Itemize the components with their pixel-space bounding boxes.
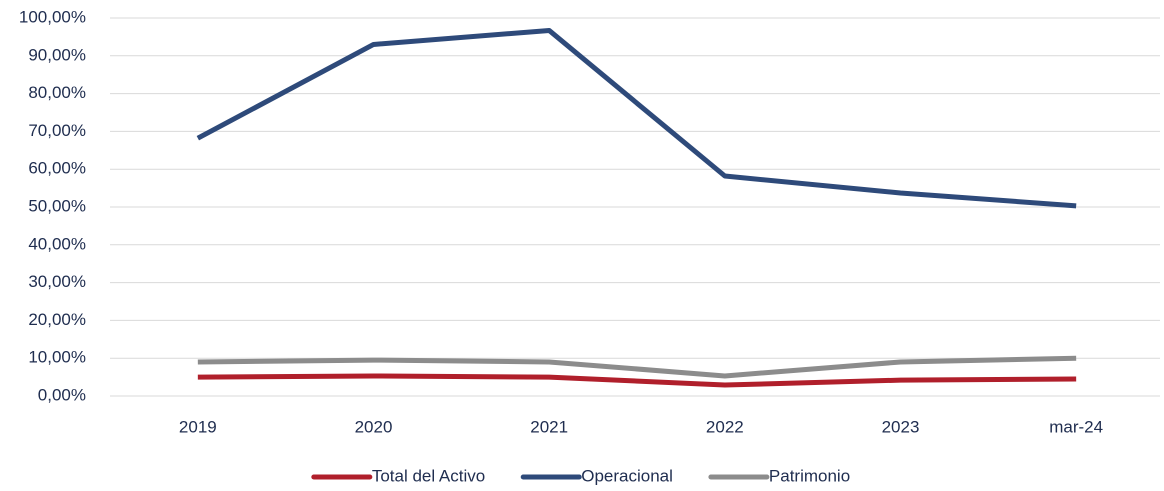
- legend-label: Total del Activo: [372, 466, 485, 485]
- x-tick-label: 2022: [706, 417, 744, 436]
- y-tick-label: 80,00%: [28, 83, 86, 102]
- x-tick-label: 2020: [355, 417, 393, 436]
- y-tick-label: 50,00%: [28, 196, 86, 215]
- y-tick-label: 60,00%: [28, 159, 86, 178]
- x-tick-label: 2019: [179, 417, 217, 436]
- legend-label: Operacional: [581, 466, 673, 485]
- x-tick-label: 2021: [530, 417, 568, 436]
- y-tick-label: 20,00%: [28, 310, 86, 329]
- x-tick-label: 2023: [882, 417, 920, 436]
- y-tick-label: 0,00%: [38, 385, 86, 404]
- series-line: [197, 373, 1077, 388]
- x-tick-label: mar-24: [1049, 417, 1103, 436]
- y-tick-label: 10,00%: [28, 348, 86, 367]
- legend-label: Patrimonio: [769, 466, 850, 485]
- y-tick-label: 70,00%: [28, 121, 86, 140]
- series-line: [197, 355, 1077, 379]
- series-line: [196, 27, 1077, 209]
- y-tick-label: 30,00%: [28, 272, 86, 291]
- y-tick-label: 100,00%: [19, 7, 86, 26]
- y-tick-label: 90,00%: [28, 45, 86, 64]
- y-tick-label: 40,00%: [28, 234, 86, 253]
